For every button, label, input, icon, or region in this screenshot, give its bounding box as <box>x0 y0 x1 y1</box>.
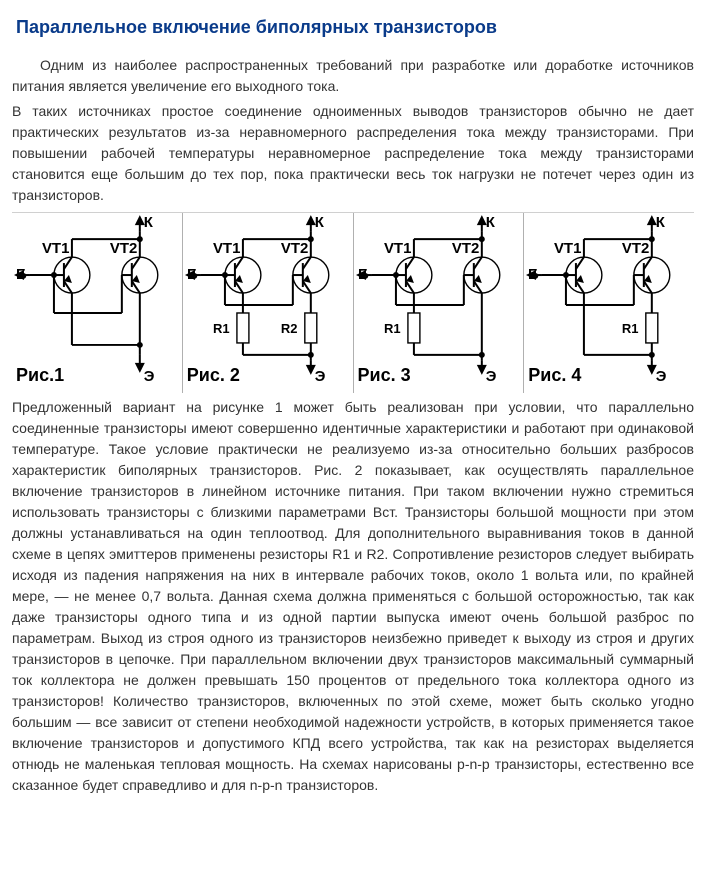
terminal-k-label: К <box>144 214 154 231</box>
svg-text:К: К <box>485 214 495 231</box>
figure-panel-2: К Б Э R1 R2 <box>183 213 354 393</box>
svg-text:Э: Э <box>656 368 667 385</box>
resistor-r1-label: R1 <box>213 321 230 336</box>
figure-panel-1: К Б Э <box>12 213 183 393</box>
svg-text:VT2: VT2 <box>281 240 308 257</box>
svg-text:VT2: VT2 <box>110 240 137 257</box>
terminal-e-label: Э <box>144 368 155 385</box>
figure-label-1: Рис.1 <box>16 362 64 389</box>
svg-text:К: К <box>315 214 325 231</box>
paragraph-2: В таких источниках простое соединение од… <box>12 101 694 206</box>
figure-row: К Б Э <box>12 212 694 393</box>
svg-text:К: К <box>656 214 666 231</box>
transistor-vt1: VT1 <box>42 240 90 293</box>
svg-text:VT2: VT2 <box>622 240 649 257</box>
svg-text:VT1: VT1 <box>554 240 581 257</box>
figure-label-4: Рис. 4 <box>528 362 581 389</box>
figure-label-3: Рис. 3 <box>358 362 411 389</box>
svg-text:Э: Э <box>485 368 496 385</box>
figure-label-2: Рис. 2 <box>187 362 240 389</box>
page-title: Параллельное включение биполярных транзи… <box>16 14 694 41</box>
resistor-r2-label: R2 <box>281 321 298 336</box>
transistor-vt2: VT2 <box>110 240 158 293</box>
svg-text:Э: Э <box>315 368 326 385</box>
svg-text:VT1: VT1 <box>42 240 69 257</box>
paragraph-1: Одним из наиболее распространенных требо… <box>12 55 694 97</box>
svg-text:VT1: VT1 <box>213 240 240 257</box>
figure-panel-4: К Б Э R1 VT1 VT2 Рис. 4 <box>524 213 694 393</box>
svg-text:VT1: VT1 <box>383 240 410 257</box>
figure-panel-3: К Б Э R1 VT1 VT2 Рис. 3 <box>354 213 525 393</box>
svg-text:VT2: VT2 <box>451 240 478 257</box>
resistor-r1-label: R1 <box>383 321 400 336</box>
paragraph-3: Предложенный вариант на рисунке 1 может … <box>12 397 694 796</box>
resistor-r1-label: R1 <box>622 321 639 336</box>
